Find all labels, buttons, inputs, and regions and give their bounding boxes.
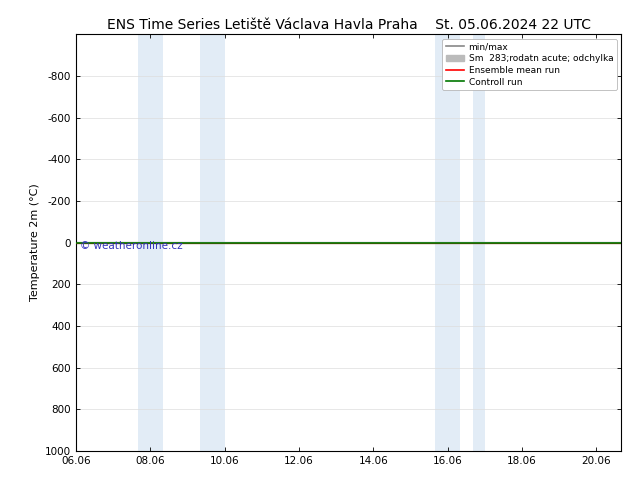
Title: ENS Time Series Letiště Václava Havla Praha    St. 05.06.2024 22 UTC: ENS Time Series Letiště Václava Havla Pr…: [107, 18, 591, 32]
Bar: [200, 34, 224, 451]
Legend: min/max, Sm  283;rodatn acute; odchylka, Ensemble mean run, Controll run: min/max, Sm 283;rodatn acute; odchylka, …: [443, 39, 617, 90]
Bar: [138, 34, 163, 451]
Bar: [436, 34, 460, 451]
Text: © weatheronline.cz: © weatheronline.cz: [80, 241, 183, 251]
Y-axis label: Temperature 2m (°C): Temperature 2m (°C): [30, 184, 39, 301]
Bar: [473, 34, 485, 451]
